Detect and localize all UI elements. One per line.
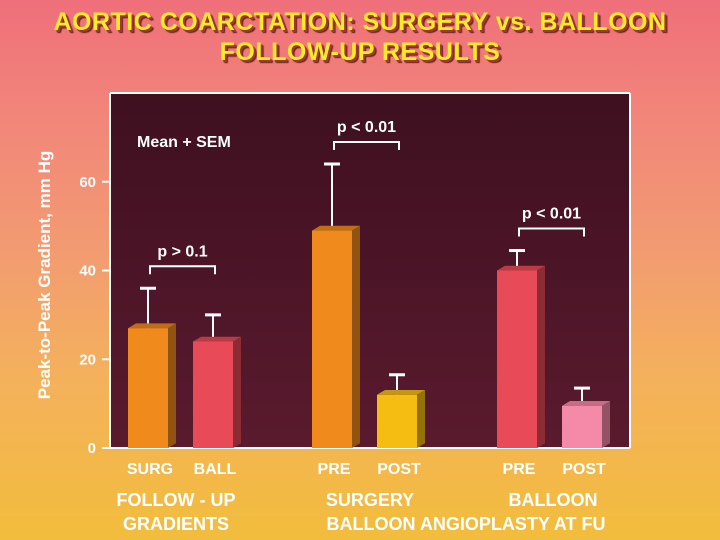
category-label-1: BALL xyxy=(194,461,237,478)
bar-front-2 xyxy=(312,230,352,448)
bar-front-5 xyxy=(562,405,602,448)
category-label-0: SURG xyxy=(127,461,173,478)
bar-front-1 xyxy=(193,341,233,448)
bar-5 xyxy=(562,386,610,448)
bar-2 xyxy=(312,162,360,448)
group-footer-label: BALLOON ANGIOPLASTY AT FU xyxy=(327,514,606,534)
p-value-label-2: p < 0.01 xyxy=(522,206,581,223)
bar-front-4 xyxy=(497,270,537,448)
bar-side-1 xyxy=(233,336,241,448)
bar-side-4 xyxy=(537,265,545,448)
y-tick-label-1: 20 xyxy=(79,351,96,368)
bar-front-3 xyxy=(377,394,417,448)
bar-3 xyxy=(377,373,425,448)
category-label-2: PRE xyxy=(318,461,351,478)
group-label-followup-line1: FOLLOW - UP xyxy=(117,490,236,510)
p-value-label-1: p < 0.01 xyxy=(337,119,396,136)
bar-side-5 xyxy=(602,401,610,448)
y-tick-label-2: 40 xyxy=(79,263,96,280)
category-label-5: POST xyxy=(562,461,606,478)
bar-4 xyxy=(497,249,545,448)
category-label-4: PRE xyxy=(503,461,536,478)
bar-side-0 xyxy=(168,323,176,448)
bar-front-0 xyxy=(128,328,168,448)
bar-top-5 xyxy=(562,401,610,406)
chart-title-line1: AORTIC COARCTATION: SURGERY vs. BALLOON xyxy=(53,8,667,36)
bracket-line-2 xyxy=(518,227,585,237)
group-label-balloon: BALLOON xyxy=(509,490,598,510)
bar-top-1 xyxy=(193,336,241,342)
bar-top-3 xyxy=(377,389,425,395)
bar-top-4 xyxy=(497,265,545,271)
bar-side-3 xyxy=(417,389,425,448)
p-value-label-0: p > 0.1 xyxy=(157,243,207,260)
group-label-surgery: SURGERY xyxy=(326,490,414,510)
group-label-followup-line2: GRADIENTS xyxy=(123,514,229,534)
significance-bracket-1: p < 0.01 xyxy=(333,119,400,150)
bracket-line-0 xyxy=(149,265,216,275)
bar-top-2 xyxy=(312,225,360,231)
bracket-line-1 xyxy=(333,141,400,150)
chart-title-line2: FOLLOW-UP RESULTS xyxy=(219,38,501,66)
bar-0 xyxy=(128,286,176,448)
significance-bracket-2: p < 0.01 xyxy=(518,206,585,237)
y-axis-label: Peak-to-Peak Gradient, mm Hg xyxy=(35,151,54,399)
legend-note: Mean + SEM xyxy=(137,134,231,151)
bar-1 xyxy=(193,313,241,448)
category-label-3: POST xyxy=(377,461,421,478)
significance-bracket-0: p > 0.1 xyxy=(149,243,216,275)
y-tick-label-3: 60 xyxy=(79,174,96,191)
y-tick-label-0: 0 xyxy=(88,440,96,457)
bar-top-0 xyxy=(128,323,176,329)
bar-side-2 xyxy=(352,225,360,448)
